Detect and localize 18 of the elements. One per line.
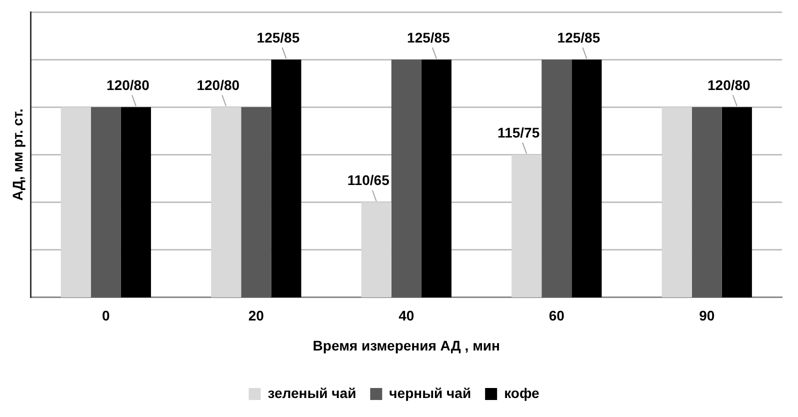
data-label: 125/85	[407, 29, 450, 46]
x-tick-label: 60	[548, 308, 565, 324]
data-label: 125/85	[557, 29, 600, 46]
legend-label: черный чай	[389, 384, 472, 401]
data-label: 120/80	[708, 76, 751, 93]
data-label: 110/65	[347, 172, 390, 188]
x-tick-label: 90	[699, 308, 715, 324]
x-axis-title: Время измерения АД , мин	[312, 337, 500, 354]
data-label: 125/85	[256, 29, 300, 46]
data-label: 120/80	[196, 76, 240, 93]
data-label: 120/80	[106, 76, 150, 93]
legend-label: зеленый чай	[268, 384, 356, 401]
x-tick-label: 20	[248, 308, 264, 324]
x-tick-label: 0	[102, 308, 110, 324]
x-tick-label: 40	[398, 308, 414, 324]
data-label: 115/75	[498, 124, 540, 141]
legend-label: кофе	[504, 384, 540, 401]
y-axis-title: АД, мм рт. ст.	[9, 108, 26, 201]
